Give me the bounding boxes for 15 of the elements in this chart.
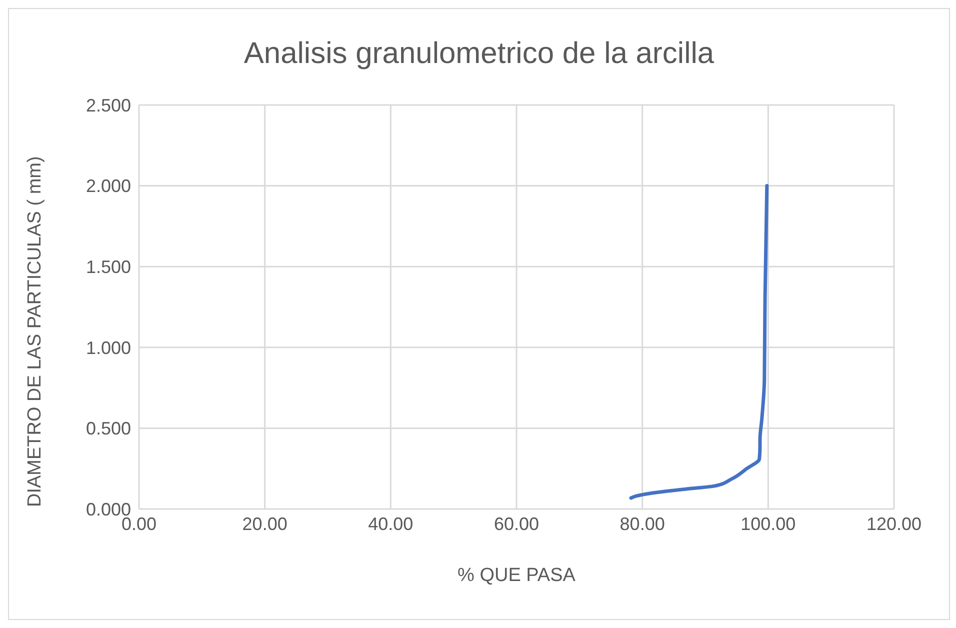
chart-title: Analisis granulometrico de la arcilla [242,37,716,71]
y-axis-title: DIAMETRO DE LAS PARTICULAS ( mm) [24,156,46,507]
x-tick-label: 120.00 [866,514,922,534]
y-tick-label: 2.000 [86,176,131,196]
x-tick-label: 100.00 [740,514,796,534]
y-tick-label: 1.000 [86,338,131,358]
y-tick-label: 2.500 [86,95,131,116]
y-tick-label: 1.500 [86,256,131,277]
x-tick-label: 20.00 [242,514,288,534]
y-tick-label: 0.500 [86,418,131,439]
x-tick-label: 40.00 [368,514,414,534]
line-series [629,184,769,500]
x-tick-label: 80.00 [620,514,665,534]
x-axis-title: % QUE PASA [458,565,576,586]
x-tick-label: 60.00 [494,514,540,534]
